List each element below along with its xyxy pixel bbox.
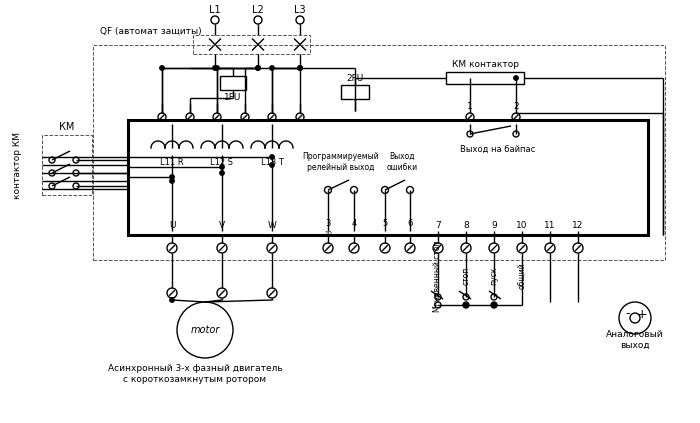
Text: Аналоговый
выход: Аналоговый выход [606, 330, 664, 350]
Circle shape [170, 298, 174, 302]
Circle shape [220, 171, 224, 175]
Text: +: + [637, 308, 648, 321]
Text: L13 T: L13 T [260, 157, 284, 167]
Bar [128, 120, 648, 235]
Text: 1: 1 [467, 102, 473, 110]
Text: V: V [219, 220, 225, 230]
Circle shape [215, 66, 219, 70]
Circle shape [170, 179, 174, 183]
Text: пуск: пуск [489, 267, 498, 285]
Text: -: - [626, 308, 630, 321]
Circle shape [220, 165, 224, 169]
Circle shape [160, 66, 164, 70]
Text: 5: 5 [382, 219, 388, 228]
Text: КМ: КМ [60, 122, 75, 132]
Text: 9: 9 [491, 220, 497, 230]
Text: 3: 3 [326, 219, 330, 228]
Circle shape [270, 163, 274, 167]
Bar [341, 85, 369, 99]
Bar [220, 76, 246, 90]
Text: 2FU: 2FU [346, 74, 363, 82]
Bar [446, 72, 524, 84]
Bar [93, 45, 665, 260]
Text: L2: L2 [252, 5, 264, 15]
Text: контактор КМ: контактор КМ [13, 132, 22, 198]
Bar [42, 135, 92, 195]
Text: КМ контактор: КМ контактор [452, 60, 519, 69]
Text: Мгновенный стоп: Мгновенный стоп [433, 240, 442, 312]
Text: 10: 10 [324, 231, 332, 236]
Circle shape [298, 66, 302, 70]
Circle shape [270, 155, 274, 159]
Circle shape [256, 66, 260, 70]
Text: W: W [267, 220, 276, 230]
Circle shape [492, 303, 496, 307]
Text: L12 S: L12 S [211, 157, 234, 167]
Text: QF (автомат защиты): QF (автомат защиты) [100, 27, 202, 36]
Text: Асинхронный 3-х фазный двигатель
с короткозамкнутым ротором: Асинхронный 3-х фазный двигатель с корот… [108, 364, 282, 384]
Text: L11 R: L11 R [160, 157, 184, 167]
Text: 2: 2 [513, 102, 519, 110]
Circle shape [256, 66, 260, 70]
Text: 7: 7 [435, 220, 441, 230]
Circle shape [270, 66, 274, 70]
Text: Программируемый
релейный выход: Программируемый релейный выход [302, 152, 379, 172]
Text: U: U [169, 220, 175, 230]
Circle shape [514, 76, 518, 80]
Text: Выход
ошибки: Выход ошибки [386, 152, 418, 172]
Text: 4: 4 [351, 219, 356, 228]
Text: L3: L3 [294, 5, 306, 15]
Circle shape [170, 175, 174, 179]
Text: motor: motor [190, 325, 220, 335]
Text: 11: 11 [545, 220, 556, 230]
Text: общий: общий [517, 263, 526, 289]
Circle shape [298, 66, 302, 70]
Text: 6: 6 [407, 219, 413, 228]
Bar [193, 35, 310, 54]
Text: 1FU: 1FU [224, 93, 241, 102]
Text: стоп: стоп [461, 267, 470, 285]
Text: 12: 12 [573, 220, 584, 230]
Text: 8: 8 [463, 220, 469, 230]
Text: 10: 10 [517, 220, 528, 230]
Circle shape [213, 66, 217, 70]
Text: L1: L1 [209, 5, 220, 15]
Text: Выход на байпас: Выход на байпас [461, 145, 536, 154]
Circle shape [464, 303, 468, 307]
